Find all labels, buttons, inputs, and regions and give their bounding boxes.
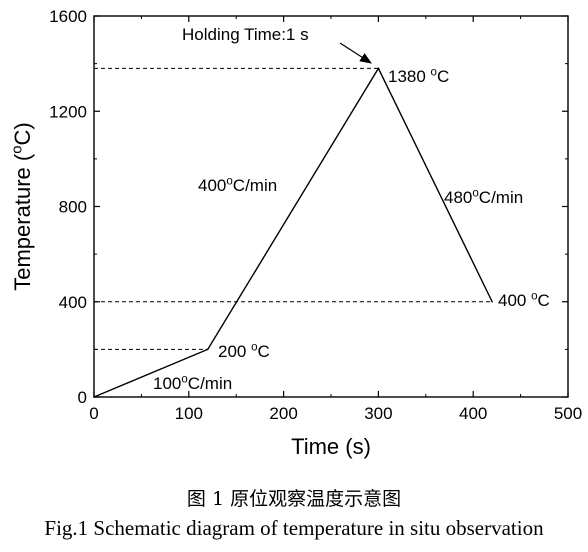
data-point-2 [377, 67, 380, 70]
x-tick-label: 400 [459, 404, 487, 423]
holding-time-arrow [339, 42, 373, 64]
y-axis-title-group: Temperature (oC) [9, 122, 35, 291]
cooling-rate-label: 480oC/min [444, 188, 523, 207]
end-temperature-label: 400 oC [498, 291, 550, 310]
x-tick-label: 0 [89, 404, 98, 423]
holding-time-annotation: Holding Time:1 s [182, 25, 309, 44]
heating-rate-fast-label: 400oC/min [198, 176, 277, 195]
y-tick-label: 1600 [49, 7, 87, 26]
figure-caption-chinese: 图 1 原位观察温度示意图 [186, 488, 402, 510]
data-point-1 [206, 348, 209, 351]
temperature-chart: 0 100 200 300 400 500 0 400 800 1200 1600 Time (s)… [9, 7, 583, 459]
heating-rate-slow-label: 100oC/min [153, 374, 232, 393]
start-temperature-label: 200 oC [218, 342, 270, 361]
x-tick-label: 500 [554, 404, 582, 423]
figure-caption-english: Fig.1 Schematic diagram of temperature i… [44, 516, 544, 540]
y-tick-label: 0 [78, 388, 87, 407]
peak-temperature-label: 1380 oC [388, 67, 449, 86]
y-tick-label: 400 [59, 293, 87, 312]
x-tick-label: 200 [269, 404, 297, 423]
x-tick-label: 300 [364, 404, 392, 423]
data-point-3 [491, 300, 493, 303]
y-tick-label: 800 [59, 198, 87, 217]
series-line-0 [93, 66, 493, 398]
x-tick-label: 100 [175, 404, 203, 423]
y-axis-title: Temperature (oC) [9, 122, 35, 291]
y-tick-label: 1200 [49, 102, 87, 121]
x-axis-title: Time (s) [291, 434, 371, 459]
